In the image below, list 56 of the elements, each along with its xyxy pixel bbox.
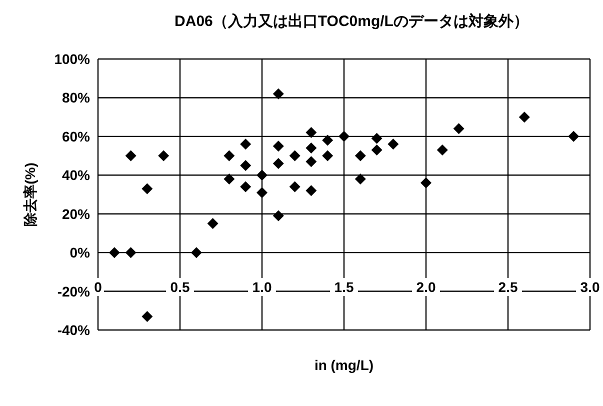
point — [354, 150, 366, 162]
point — [354, 174, 366, 185]
point — [371, 144, 382, 156]
point — [289, 150, 300, 162]
y-tick-label: 20% — [62, 206, 91, 222]
x-tick-label: 1.5 — [334, 279, 354, 295]
y-tick-label: 80% — [62, 90, 91, 106]
point — [142, 183, 153, 194]
point — [142, 310, 153, 322]
point — [224, 150, 235, 162]
point — [240, 160, 252, 171]
y-tick-label: 60% — [62, 128, 91, 144]
x-tick-label: 1.0 — [252, 279, 272, 295]
point — [306, 185, 317, 196]
y-tick-label: 40% — [62, 167, 91, 184]
point — [322, 150, 334, 162]
chart-title: DA06（入力又は出口TOC0mg/Lのデータは対象外） — [174, 12, 530, 31]
x-tick-label: 2.0 — [416, 279, 436, 295]
point — [306, 142, 317, 154]
point — [436, 144, 448, 156]
point — [108, 247, 120, 258]
x-tick-label: 2.5 — [498, 279, 518, 295]
point — [453, 123, 464, 134]
y-tick-label: -20% — [57, 283, 91, 300]
y-tick-label: 100% — [54, 50, 91, 67]
point — [272, 210, 284, 222]
point — [306, 127, 317, 138]
point — [125, 247, 136, 258]
point — [240, 181, 252, 192]
point — [256, 170, 268, 181]
x-axis-title: in (mg/L) — [314, 357, 374, 373]
point — [272, 158, 284, 170]
point — [371, 132, 382, 144]
y-axis-title: 除去率(%) — [22, 162, 38, 226]
point — [338, 130, 350, 142]
y-tick-label: -40% — [57, 322, 91, 338]
x-tick-label: 3.0 — [580, 279, 600, 295]
point — [272, 88, 284, 100]
point — [256, 187, 268, 198]
x-tick-label: 0 — [94, 279, 102, 295]
point — [207, 218, 218, 230]
point — [224, 174, 235, 185]
point — [518, 112, 530, 123]
point — [388, 138, 399, 150]
point — [190, 247, 202, 258]
point — [240, 138, 252, 150]
point — [289, 181, 300, 192]
y-tick-label: 0% — [70, 244, 91, 261]
point — [322, 134, 334, 146]
point — [420, 177, 432, 188]
point — [125, 150, 136, 162]
point — [272, 140, 284, 152]
point — [306, 156, 317, 168]
x-tick-label: 0.5 — [170, 279, 190, 295]
point — [568, 130, 580, 142]
point — [158, 150, 170, 162]
